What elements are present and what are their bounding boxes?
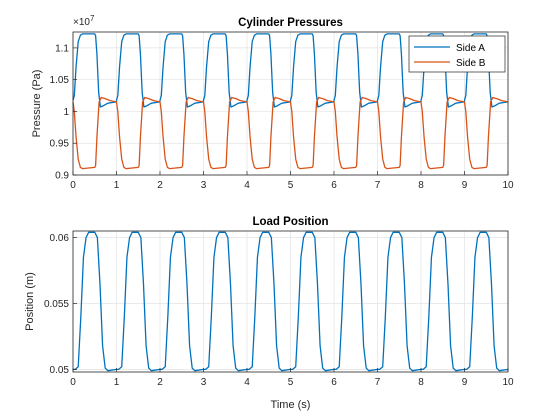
x-tick-label: 9 <box>462 377 468 388</box>
x-tick-label: 8 <box>418 180 424 191</box>
x-tick-label: 6 <box>331 377 337 388</box>
pressure-exponent-base: ×10 <box>73 17 90 28</box>
x-tick-label: 8 <box>418 377 424 388</box>
x-tick-label: 2 <box>157 377 163 388</box>
series-line-side-b <box>72 96 509 170</box>
x-tick-label: 1 <box>114 180 120 191</box>
pressure-legend: Side A Side B <box>408 35 506 73</box>
x-tick-label: 2 <box>157 180 163 191</box>
x-tick-label: 4 <box>244 377 250 388</box>
x-tick-label: 10 <box>502 180 514 191</box>
position-plot-title: Load Position <box>252 216 328 228</box>
time-x-axis-label: Time (s) <box>271 399 311 411</box>
y-tick-label: 1.05 <box>50 75 70 86</box>
x-tick-label: 5 <box>288 377 294 388</box>
x-tick-label: 7 <box>375 377 381 388</box>
x-tick-label: 5 <box>288 180 294 191</box>
y-tick-label: 0.05 <box>50 365 70 376</box>
x-tick-label: 6 <box>331 180 337 191</box>
x-tick-label: 0 <box>70 180 76 191</box>
legend-label-side-a: Side A <box>456 43 485 54</box>
legend-box <box>408 35 506 73</box>
x-tick-label: 4 <box>244 180 250 191</box>
position-y-axis-label: Position (m) <box>24 272 36 331</box>
x-tick-label: 10 <box>502 377 514 388</box>
x-tick-label: 7 <box>375 180 381 191</box>
x-tick-label: 1 <box>114 377 120 388</box>
x-tick-label: 3 <box>201 180 207 191</box>
x-tick-label: 0 <box>70 377 76 388</box>
y-tick-label: 1 <box>63 107 69 118</box>
position-ticks: 0 1 2 3 4 5 6 7 8 9 10 0.05 0.055 0.06 <box>44 233 514 388</box>
pressure-plot-title: Cylinder Pressures <box>238 17 343 29</box>
y-tick-label: 0.055 <box>44 299 69 310</box>
legend-label-side-b: Side B <box>456 58 486 69</box>
y-tick-label: 0.06 <box>50 233 70 244</box>
y-tick-label: 1.1 <box>55 43 69 54</box>
y-tick-label: 0.9 <box>55 171 69 182</box>
pressure-ticks: 0 1 2 3 4 5 6 7 8 9 10 0.9 0.95 1 1.05 1.1 <box>50 43 514 191</box>
x-tick-label: 9 <box>462 180 468 191</box>
pressure-exponent-label: ×107 <box>73 14 95 28</box>
y-tick-label: 0.95 <box>50 139 70 150</box>
pressure-plot: 0 1 2 3 4 5 6 7 8 9 10 0.9 0.95 1 1.05 1.1 Cylinder Pre… <box>31 14 514 191</box>
pressure-y-axis-label: Pressure (Pa) <box>31 70 43 138</box>
pressure-exponent-power: 7 <box>90 14 95 23</box>
x-tick-label: 3 <box>201 377 207 388</box>
